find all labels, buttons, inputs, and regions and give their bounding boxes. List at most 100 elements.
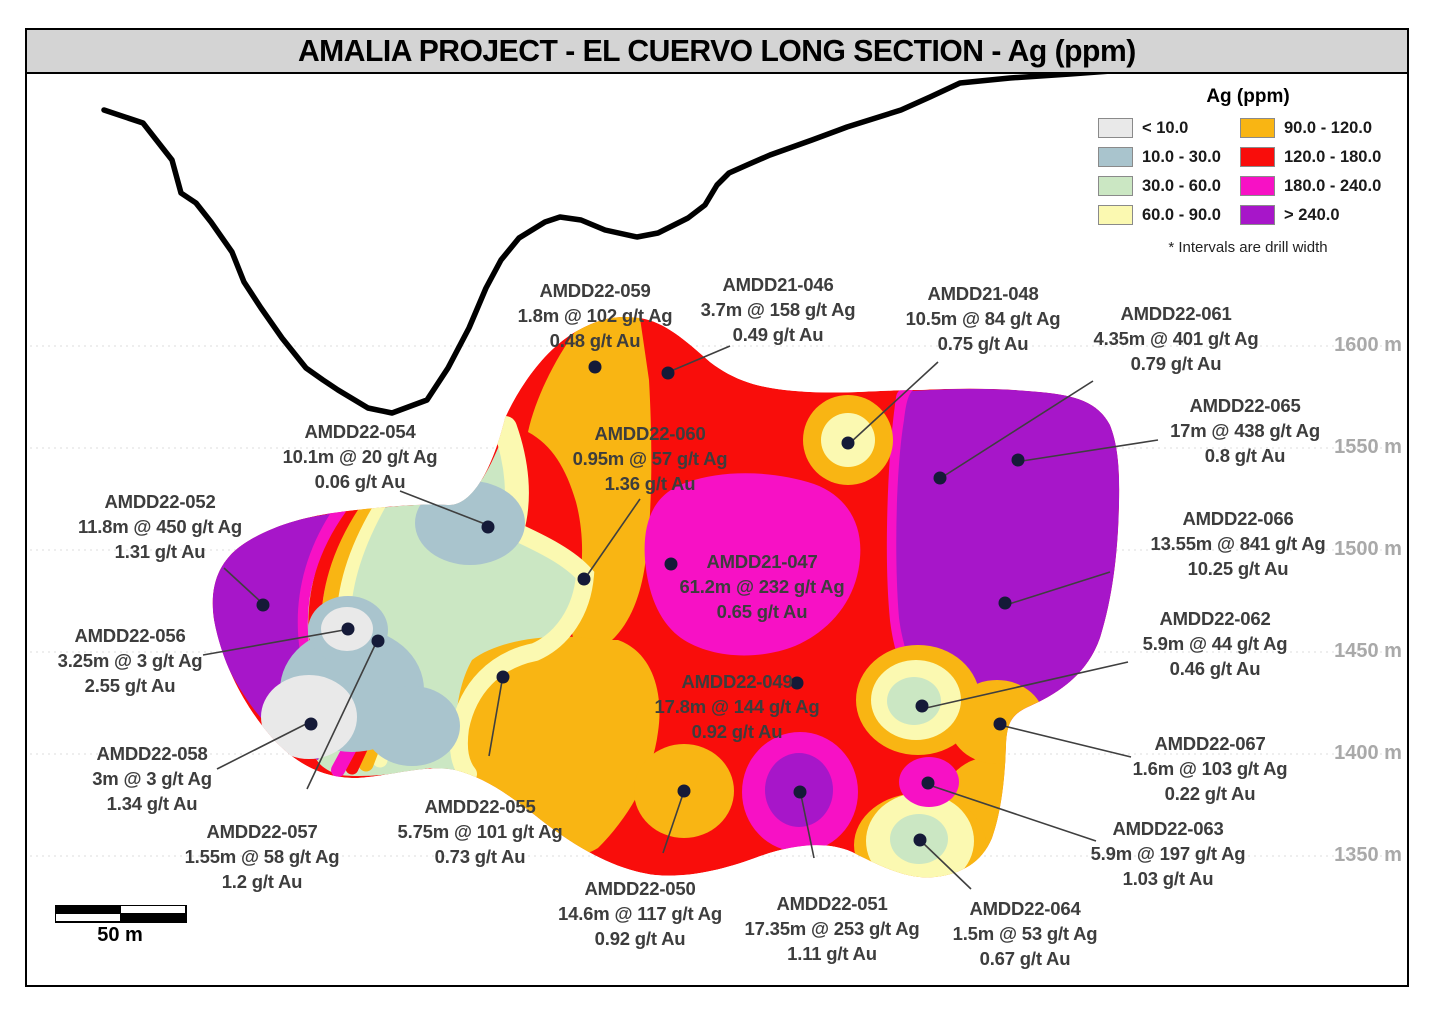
drill-collar-dot [841,436,855,450]
drill-au-intercept: 0.92 g/t Au [691,721,783,742]
scale-bar-label: 50 m [97,924,143,946]
drill-label-amdd22-056: AMDD22-056 3.25m @ 3 g/t Ag 2.55 g/t Au [58,623,203,698]
drill-au-intercept: 1.36 g/t Au [604,473,696,494]
legend-item: 30.0 - 60.0 [1098,176,1230,196]
drill-collar-dot [341,622,355,636]
drill-au-intercept: 0.06 g/t Au [314,471,406,492]
legend-swatch [1098,147,1133,167]
drill-au-intercept: 1.03 g/t Au [1122,868,1214,889]
drill-ag-intercept: 11.8m @ 450 g/t Ag [78,516,242,537]
drill-label-amdd21-048: AMDD21-048 10.5m @ 84 g/t Ag 0.75 g/t Au [906,281,1061,356]
drill-ag-intercept: 17m @ 438 g/t Ag [1170,420,1320,441]
drill-au-intercept: 1.34 g/t Au [106,793,198,814]
drill-collar-dot [577,572,591,586]
leader-line [585,498,641,578]
topography-line [101,66,1141,416]
legend-swatch [1240,118,1275,138]
drill-ag-intercept: 3m @ 3 g/t Ag [92,768,212,789]
drill-label-amdd22-059: AMDD22-059 1.8m @ 102 g/t Ag 0.48 g/t Au [518,278,673,353]
drill-ag-intercept: 1.5m @ 53 g/t Ag [952,923,1098,944]
zone-magenta-core [644,473,861,656]
drill-label-amdd22-052: AMDD22-052 11.8m @ 450 g/t Ag 1.31 g/t A… [78,489,242,564]
drill-ag-intercept: 61.2m @ 232 g/t Ag [679,576,845,597]
drill-au-intercept: 1.11 g/t Au [787,943,877,964]
drill-id: AMDD22-050 [584,878,696,899]
elevation-label-1450: 1450 m [1334,640,1402,662]
drill-id: AMDD22-063 [1112,818,1224,839]
drill-collar-dot [921,776,935,790]
drill-au-intercept: 0.67 g/t Au [979,948,1071,969]
drill-au-intercept: 0.75 g/t Au [937,333,1029,354]
leader-line [931,785,1097,842]
drill-ag-intercept: 17.35m @ 253 g/t Ag [744,918,920,939]
drill-collar-dot [998,596,1012,610]
drill-id: AMDD22-066 [1182,508,1294,529]
drill-id: AMDD22-051 [776,893,888,914]
drill-id: AMDD21-046 [722,274,834,295]
legend-item: 60.0 - 90.0 [1098,205,1230,225]
drill-id: AMDD21-048 [927,283,1039,304]
leader-line [488,680,503,757]
drill-ag-intercept: 10.5m @ 84 g/t Ag [905,308,1061,329]
leader-lines [202,345,1159,890]
drill-id: AMDD22-054 [304,421,416,442]
leader-line [922,842,972,890]
drill-au-intercept: 2.55 g/t Au [84,675,176,696]
drill-collar-dot [481,520,495,534]
legend-label: 10.0 - 30.0 [1142,147,1221,166]
zone-purple-east [896,388,1120,713]
drill-label-amdd22-066: AMDD22-066 13.55m @ 841 g/t Ag 10.25 g/t… [1151,506,1326,581]
legend-swatch [1240,147,1275,167]
legend-label: < 10.0 [1142,118,1189,137]
drill-ag-intercept: 1.55m @ 58 g/t Ag [184,846,340,867]
drill-au-intercept: 0.92 g/t Au [594,928,686,949]
drill-label-amdd22-063: AMDD22-063 5.9m @ 197 g/t Ag 1.03 g/t Au [1091,816,1246,891]
drill-ag-intercept: 3.7m @ 158 g/t Ag [700,299,856,320]
legend-label: 30.0 - 60.0 [1142,176,1221,195]
drill-id: AMDD22-059 [539,280,651,301]
drill-label-amdd22-049: AMDD22-049 17.8m @ 144 g/t Ag 0.92 g/t A… [655,669,820,744]
grade-shell [212,316,1120,878]
drill-label-amdd22-058: AMDD22-058 3m @ 3 g/t Ag 1.34 g/t Au [92,741,212,816]
drill-collar-dot [256,598,270,612]
drill-ag-intercept: 3.25m @ 3 g/t Ag [57,650,203,671]
drill-au-intercept: 10.25 g/t Au [1187,558,1289,579]
leader-line [1021,439,1159,462]
scale-bar-segment [55,913,121,922]
legend-label: 60.0 - 90.0 [1142,205,1221,224]
drill-collar-dot [1011,453,1025,467]
drill-ag-intercept: 17.8m @ 144 g/t Ag [654,696,820,717]
drill-label-amdd22-050: AMDD22-050 14.6m @ 117 g/t Ag 0.92 g/t A… [558,876,722,951]
legend-swatch [1098,205,1133,225]
zone-white-low [261,675,357,759]
drill-collar-dot [677,784,691,798]
drill-ag-intercept: 13.55m @ 841 g/t Ag [1150,533,1326,554]
legend-item: > 240.0 [1240,205,1381,225]
drill-collar-dot [371,634,385,648]
legend-swatch [1240,205,1275,225]
drill-id: AMDD22-062 [1159,608,1271,629]
drill-ag-intercept: 1.6m @ 103 g/t Ag [1132,758,1288,779]
drill-label-amdd22-062: AMDD22-062 5.9m @ 44 g/t Ag 0.46 g/t Au [1143,606,1288,681]
leader-line [670,345,731,372]
drill-au-intercept: 0.49 g/t Au [732,324,824,345]
scale-bar-segment [120,913,186,922]
legend-label: 180.0 - 240.0 [1284,176,1382,195]
leader-line [306,642,377,790]
elevation-label-1600: 1600 m [1334,334,1402,356]
drill-label-amdd21-047: AMDD21-047 61.2m @ 232 g/t Ag 0.65 g/t A… [680,549,845,624]
drill-ag-intercept: 5.9m @ 44 g/t Ag [1142,633,1288,654]
leader-line [1003,725,1132,758]
drill-label-amdd22-064: AMDD22-064 1.5m @ 53 g/t Ag 0.67 g/t Au [953,896,1098,971]
drill-collar-dots [256,360,1025,847]
drill-au-intercept: 0.48 g/t Au [549,330,641,351]
legend-swatch [1098,176,1133,196]
drill-label-amdd22-055: AMDD22-055 5.75m @ 101 g/t Ag 0.73 g/t A… [398,794,563,869]
drill-label-amdd22-061: AMDD22-061 4.35m @ 401 g/t Ag 0.79 g/t A… [1094,301,1259,376]
legend-swatch [1098,118,1133,138]
drill-collar-dot [913,833,927,847]
drill-id: AMDD22-067 [1154,733,1266,754]
drill-id: AMDD22-055 [424,796,536,817]
